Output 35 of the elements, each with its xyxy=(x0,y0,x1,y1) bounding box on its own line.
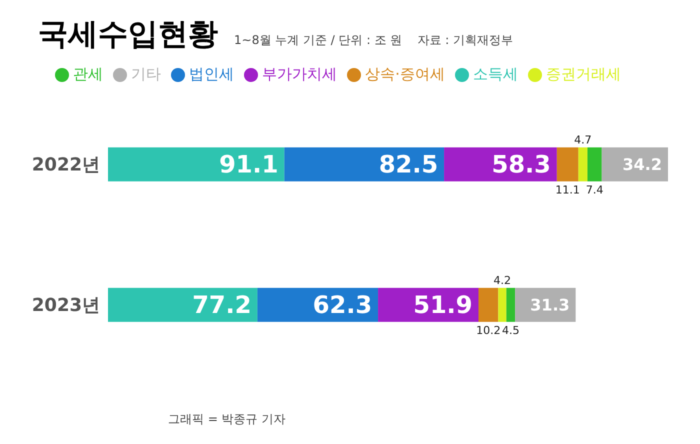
legend-label: 부가가치세 xyxy=(262,65,338,83)
data-label: 4.2 xyxy=(494,274,512,287)
legend-label: 소득세 xyxy=(472,65,518,83)
data-label: 11.1 xyxy=(555,183,580,196)
data-label: 91.1 xyxy=(219,150,278,178)
data-label: 31.3 xyxy=(530,295,570,314)
legend-label: 관세 xyxy=(73,65,104,83)
data-label: 58.3 xyxy=(492,150,551,178)
bar xyxy=(284,147,444,182)
bar xyxy=(108,288,258,322)
legend-label: 증권거래세 xyxy=(546,65,621,83)
text: 그래픽 = 박종규 기자 xyxy=(168,411,286,428)
legend-label: 법인세 xyxy=(189,65,234,83)
bar xyxy=(556,147,578,182)
bar xyxy=(498,288,506,322)
data-label: 34.2 xyxy=(622,154,662,174)
data-label: 4.5 xyxy=(502,324,520,337)
data-label: 10.2 xyxy=(476,324,501,337)
chart-title: 국세수입현황 xyxy=(38,16,218,54)
data-label: 77.2 xyxy=(192,290,252,319)
data-label: 7.4 xyxy=(586,183,604,196)
data-label: 62.3 xyxy=(312,290,372,319)
bar xyxy=(478,288,498,322)
data-label: 4.7 xyxy=(574,133,592,146)
bar xyxy=(578,147,588,182)
bar xyxy=(506,288,516,322)
chart-subtitle: 1~8월 누계 기준 / 단위 : 조 원 자료 : 기획재정부 xyxy=(234,32,514,49)
legend-label: 상속·증여세 xyxy=(365,65,445,83)
y-tick-label: 2022년 xyxy=(32,154,100,176)
data-label: 82.5 xyxy=(378,150,438,178)
data-label: 51.9 xyxy=(413,290,472,319)
bar xyxy=(587,147,602,182)
y-tick-label: 2023년 xyxy=(32,295,100,316)
bar xyxy=(108,147,284,182)
legend-label: 기타 xyxy=(131,65,162,83)
